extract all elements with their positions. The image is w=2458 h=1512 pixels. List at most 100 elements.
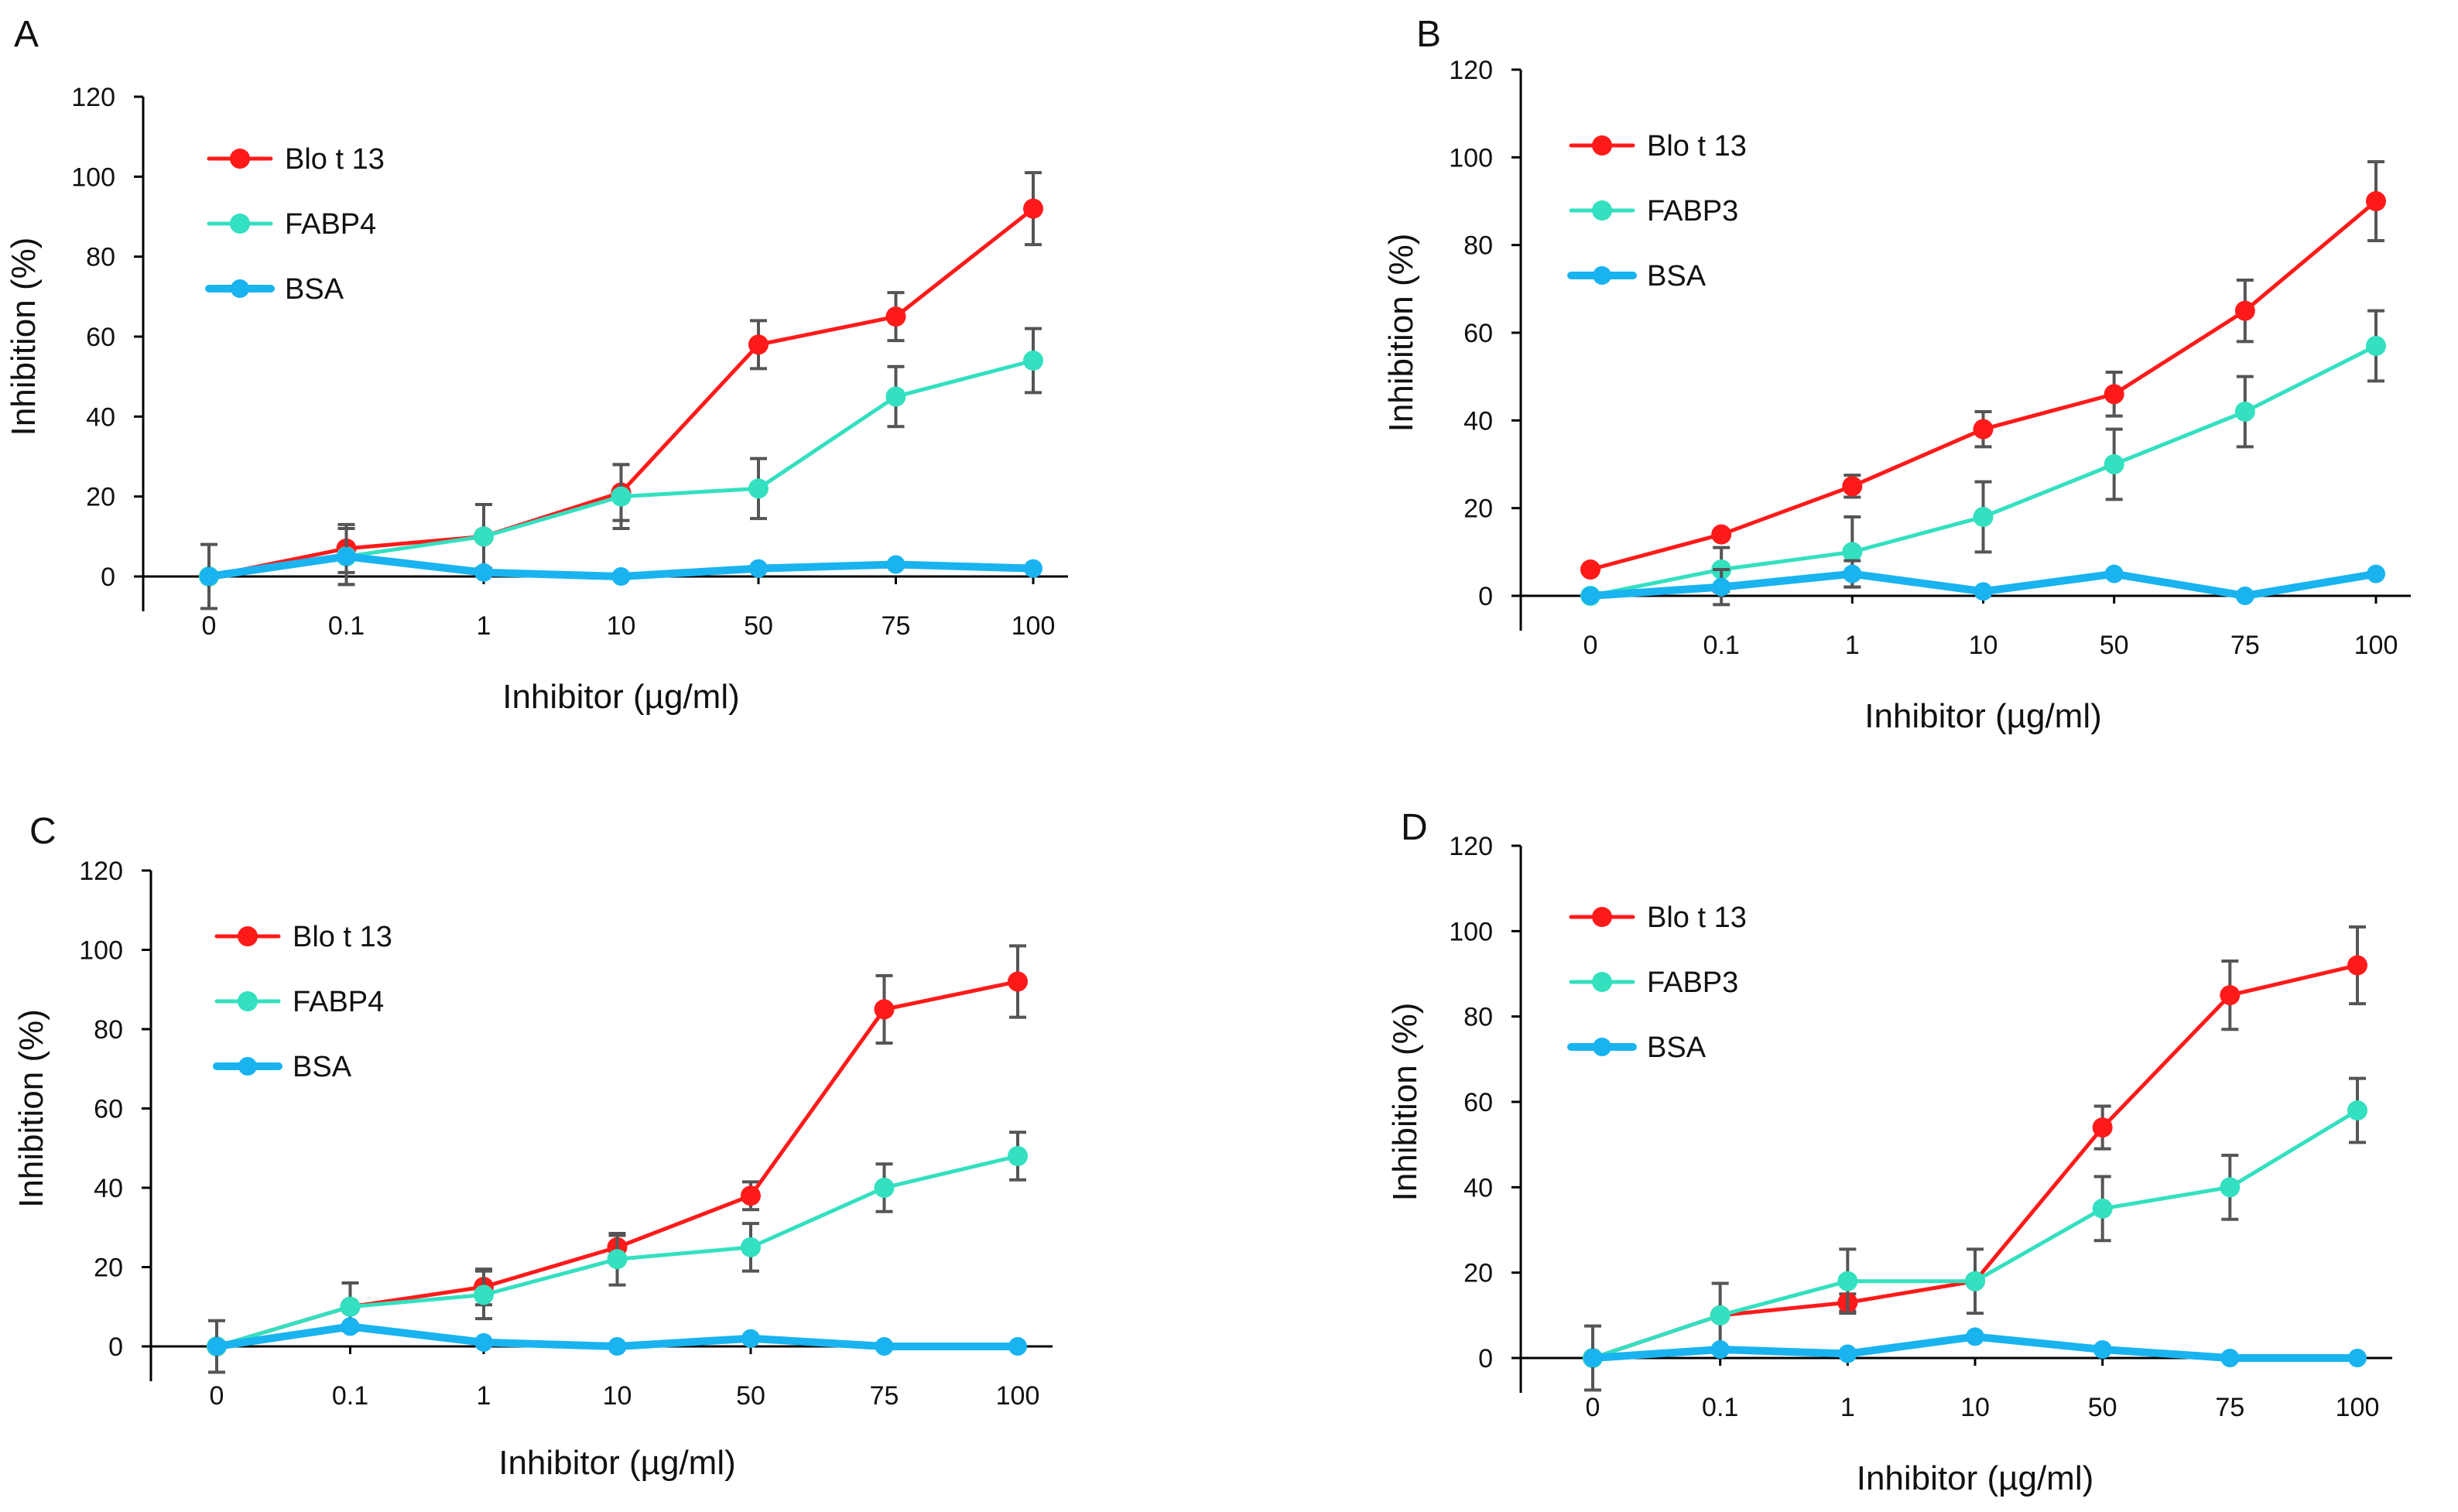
data-point <box>2347 955 2367 976</box>
data-point <box>2220 1349 2240 1367</box>
legend-item-blo-t-13: Blo t 13 <box>214 921 392 953</box>
y-tick-label: 60 <box>86 323 115 352</box>
legend-item-fabp4: FABP4 <box>214 986 384 1018</box>
data-point <box>2093 1339 2112 1359</box>
series-bsa <box>1583 1324 2367 1392</box>
y-tick-label: 0 <box>101 563 115 592</box>
y-axis-title: Inhibition (%) <box>1386 1003 1424 1202</box>
data-point <box>1024 559 1042 578</box>
legend-swatch-marker <box>1593 1038 1611 1056</box>
x-tick-label: 10 <box>603 1381 632 1411</box>
data-point <box>607 1249 628 1270</box>
y-tick-label: 0 <box>1478 582 1493 611</box>
x-tick-label: 75 <box>882 611 911 641</box>
data-point <box>2367 564 2385 583</box>
legend-label: BSA <box>1647 1031 1707 1064</box>
data-point <box>1580 559 1600 580</box>
x-tick-label: 0 <box>202 611 217 641</box>
legend-swatch-marker <box>1592 135 1612 156</box>
y-tick-label: 20 <box>86 483 115 512</box>
series-fabp4 <box>199 327 1043 587</box>
data-point <box>748 478 769 499</box>
x-axis-title: Inhibitor (µg/ml) <box>498 1444 736 1482</box>
x-tick-label: 10 <box>1960 1393 1990 1422</box>
data-point <box>1973 419 1994 440</box>
y-tick-label: 100 <box>1449 143 1493 173</box>
data-point <box>1583 1349 1602 1367</box>
y-tick-label: 60 <box>94 1095 123 1124</box>
x-axis-title: Inhibitor (µg/ml) <box>1857 1459 2094 1497</box>
y-tick-label: 80 <box>1464 231 1493 261</box>
x-tick-label: 50 <box>744 611 773 641</box>
data-point <box>2234 300 2255 321</box>
data-point <box>874 1178 895 1198</box>
y-axis-title: Inhibition (%) <box>5 238 43 436</box>
legend-swatch-marker <box>1592 972 1612 992</box>
legend-item-blo-t-13: Blo t 13 <box>1569 901 1747 934</box>
data-point <box>200 567 218 586</box>
data-point <box>1710 1305 1731 1326</box>
series-fabp3 <box>1583 1076 2367 1368</box>
x-tick-label: 0.1 <box>328 611 365 641</box>
panel-label: A <box>14 14 39 55</box>
legend-item-bsa: BSA <box>205 273 344 306</box>
legend-swatch-marker <box>238 1057 257 1076</box>
x-tick-label: 50 <box>736 1381 765 1411</box>
y-tick-label: 80 <box>86 243 115 272</box>
x-tick-label: 50 <box>2088 1393 2117 1422</box>
legend-label: BSA <box>293 1051 352 1083</box>
x-tick-label: 75 <box>2230 631 2260 660</box>
data-point <box>741 1237 761 1257</box>
legend-label: FABP4 <box>293 986 384 1018</box>
x-tick-label: 10 <box>607 611 636 641</box>
data-point <box>1712 577 1731 597</box>
x-tick-label: 0.1 <box>332 1381 368 1411</box>
x-tick-label: 10 <box>1969 631 1998 660</box>
data-point <box>1966 1327 1984 1346</box>
legend-label: Blo t 13 <box>285 143 385 176</box>
y-tick-label: 20 <box>1464 494 1493 524</box>
data-point <box>2220 985 2241 1006</box>
legend-item-fabp4: FABP4 <box>207 208 376 241</box>
legend-swatch-marker <box>1592 200 1612 221</box>
data-point <box>2092 1117 2113 1138</box>
chart-panel-a: A 0 20 40 60 80 100 120 0 0.1 1 10 50 75 100 Inhibitor … <box>5 14 1068 716</box>
data-point <box>2366 336 2386 356</box>
data-point <box>749 559 768 578</box>
data-point <box>748 334 769 355</box>
y-tick-label: 60 <box>1464 319 1493 348</box>
y-tick-label: 20 <box>94 1254 123 1283</box>
series-line <box>1590 1108 2360 1360</box>
y-tick-label: 40 <box>1464 1173 1493 1202</box>
x-tick-label: 75 <box>2215 1393 2244 1422</box>
x-tick-label: 0 <box>210 1381 224 1411</box>
legend-swatch-marker <box>230 214 250 234</box>
y-tick-label: 0 <box>108 1332 123 1362</box>
data-point <box>611 486 632 507</box>
data-point <box>885 386 906 407</box>
data-point <box>1837 1271 1858 1291</box>
data-point <box>885 306 906 327</box>
data-point <box>875 1337 894 1356</box>
data-point <box>1974 582 1993 601</box>
legend-swatch-marker <box>1592 907 1612 927</box>
data-point <box>1581 587 1600 605</box>
legend-label: Blo t 13 <box>1647 130 1747 162</box>
y-tick-label: 20 <box>1464 1259 1493 1288</box>
x-tick-label: 100 <box>1012 611 1056 641</box>
series-blo-t-13 <box>1580 160 2386 580</box>
data-point <box>1008 1146 1028 1166</box>
data-point <box>608 1337 627 1356</box>
x-tick-label: 0.1 <box>1703 631 1740 660</box>
legend-item-fabp3: FABP3 <box>1569 195 1738 227</box>
series-line <box>1588 344 2378 598</box>
data-point <box>2234 402 2255 422</box>
x-tick-label: 0.1 <box>1702 1393 1738 1422</box>
x-axis-title: Inhibitor (µg/ml) <box>1864 697 2102 735</box>
data-point <box>474 1285 494 1305</box>
legend-label: FABP3 <box>1647 195 1738 227</box>
data-point <box>1842 476 1863 497</box>
data-point <box>474 526 494 547</box>
legend-item-fabp3: FABP3 <box>1569 966 1738 999</box>
